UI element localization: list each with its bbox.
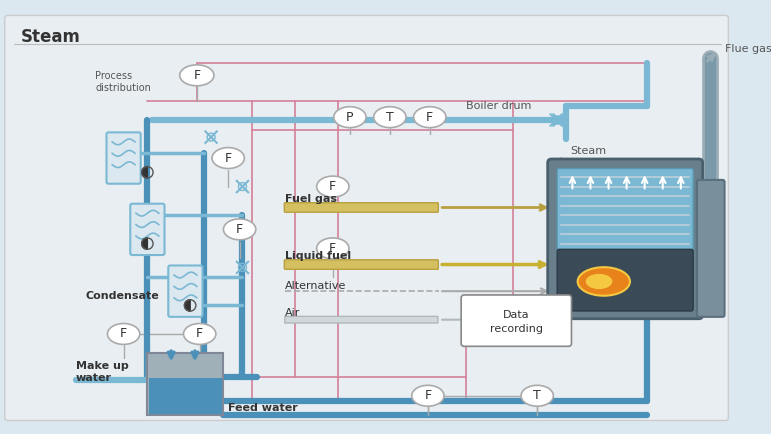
Text: P: P (346, 111, 354, 124)
Text: F: F (424, 389, 432, 402)
Text: Data: Data (503, 310, 530, 320)
Text: Boiler drum: Boiler drum (466, 101, 531, 111)
Text: T: T (386, 111, 394, 124)
FancyBboxPatch shape (284, 260, 439, 269)
Text: T: T (534, 389, 541, 402)
FancyBboxPatch shape (697, 180, 725, 317)
Wedge shape (142, 167, 147, 178)
Text: recording: recording (490, 324, 543, 334)
FancyBboxPatch shape (557, 168, 693, 256)
Ellipse shape (374, 107, 406, 128)
Text: Condensate: Condensate (86, 291, 160, 301)
Text: F: F (329, 242, 336, 255)
Text: F: F (120, 328, 127, 340)
Wedge shape (142, 238, 147, 249)
FancyBboxPatch shape (284, 203, 439, 212)
Ellipse shape (317, 238, 349, 259)
Text: Steam: Steam (571, 146, 607, 156)
FancyBboxPatch shape (130, 204, 164, 255)
Text: F: F (196, 328, 204, 340)
Ellipse shape (317, 176, 349, 197)
Ellipse shape (412, 385, 444, 406)
Text: Flue gas: Flue gas (725, 44, 771, 54)
Wedge shape (184, 300, 190, 311)
Ellipse shape (183, 323, 216, 345)
FancyBboxPatch shape (147, 353, 224, 415)
Text: F: F (426, 111, 433, 124)
Text: Feed water: Feed water (228, 403, 298, 413)
Ellipse shape (334, 107, 366, 128)
Ellipse shape (577, 267, 630, 296)
FancyBboxPatch shape (106, 132, 141, 184)
FancyBboxPatch shape (547, 159, 702, 319)
Ellipse shape (212, 148, 244, 168)
Ellipse shape (413, 107, 446, 128)
Ellipse shape (586, 274, 612, 289)
Ellipse shape (107, 323, 140, 345)
FancyBboxPatch shape (461, 295, 571, 346)
Text: Air: Air (285, 308, 301, 318)
FancyBboxPatch shape (284, 316, 438, 323)
FancyBboxPatch shape (557, 249, 693, 311)
Ellipse shape (180, 65, 214, 86)
Ellipse shape (521, 385, 554, 406)
FancyBboxPatch shape (150, 378, 221, 414)
Ellipse shape (224, 219, 256, 240)
Text: F: F (329, 180, 336, 193)
Text: F: F (224, 151, 232, 164)
Text: Liquid fuel: Liquid fuel (285, 251, 352, 261)
Text: Fuel gas: Fuel gas (285, 194, 337, 204)
Text: F: F (236, 223, 243, 236)
Text: F: F (194, 69, 200, 82)
Text: Steam: Steam (21, 28, 81, 46)
Text: Process
distribution: Process distribution (95, 71, 151, 93)
FancyBboxPatch shape (5, 16, 729, 421)
FancyBboxPatch shape (168, 266, 203, 317)
Text: Make up
water: Make up water (76, 361, 129, 383)
Text: Alternative: Alternative (285, 281, 347, 291)
